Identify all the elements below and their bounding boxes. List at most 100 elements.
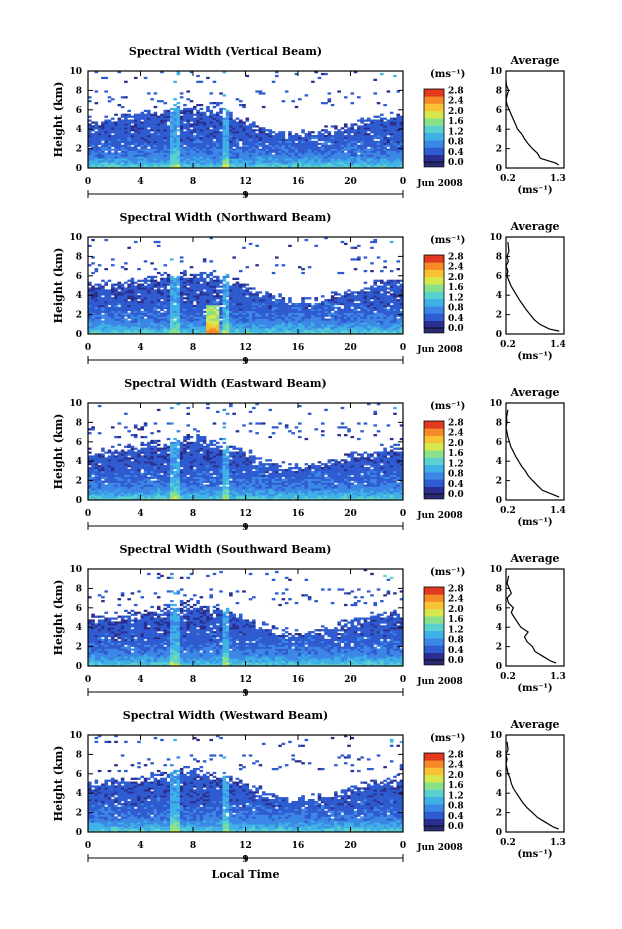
heatmap-cell xyxy=(363,281,368,284)
heatmap-cell xyxy=(133,304,138,308)
heatmap-cell xyxy=(225,308,230,312)
heatmap-cell xyxy=(311,310,315,313)
heatmap-cell xyxy=(275,142,279,146)
heatmap-cell xyxy=(386,302,391,306)
heatmap-cell xyxy=(347,146,351,149)
heatmap-cell xyxy=(265,297,269,300)
heatmap-cell xyxy=(271,136,276,140)
heatmap-cell xyxy=(120,301,125,304)
heatmap-cell xyxy=(166,310,171,313)
heatmap-cell xyxy=(261,304,266,308)
heatmap-cell xyxy=(380,301,384,304)
heatmap-cell xyxy=(88,328,92,331)
heatmap-cell xyxy=(314,156,318,159)
heatmap-cell xyxy=(183,326,187,329)
heatmap-cell xyxy=(376,115,381,118)
heatmap-cell xyxy=(140,314,145,317)
heatmap-cell xyxy=(225,322,230,325)
heatmap-cell xyxy=(166,138,171,142)
heatmap-cell xyxy=(380,146,384,149)
heatmap-cell xyxy=(130,283,135,286)
heatmap-cell xyxy=(183,115,187,118)
heatmap-cell xyxy=(110,293,115,296)
heatmap-cell xyxy=(193,289,197,292)
heatmap-cell xyxy=(127,142,131,146)
heatmap-cell xyxy=(370,164,374,167)
heatmap-cell xyxy=(88,432,92,435)
heatmap-cell xyxy=(235,302,240,306)
heatmap-cell xyxy=(281,131,286,134)
heatmap-cell xyxy=(343,330,348,333)
heatmap-cell xyxy=(265,322,269,325)
heatmap-cell xyxy=(314,152,318,155)
heatmap-cell xyxy=(156,324,161,327)
heatmap-cell xyxy=(166,273,171,277)
heatmap-cell xyxy=(222,164,227,167)
heatmap-cell xyxy=(94,133,99,136)
heatmap-cell xyxy=(219,320,223,323)
heatmap-cell xyxy=(389,138,394,142)
heatmap-cell xyxy=(140,131,145,134)
heatmap-cell xyxy=(219,308,223,312)
heatmap-cell xyxy=(215,285,220,288)
heatmap-cell xyxy=(357,158,361,161)
heatmap-cell xyxy=(242,131,246,134)
heatmap-cell xyxy=(212,314,217,317)
heatmap-cell xyxy=(242,121,246,124)
heatmap-cell xyxy=(173,283,177,286)
heatmap-cell xyxy=(88,476,92,479)
heatmap-cell xyxy=(88,154,92,157)
heatmap-cell xyxy=(199,136,204,140)
heatmap-cell xyxy=(373,301,378,304)
heatmap-cell xyxy=(206,138,210,142)
heatmap-cell xyxy=(291,318,296,321)
heatmap-cell xyxy=(278,314,282,317)
heatmap-cell xyxy=(393,136,397,140)
heatmap-cell xyxy=(291,310,296,313)
heatmap-cell xyxy=(350,148,355,151)
heatmap-cell xyxy=(386,119,391,122)
heatmap-cell xyxy=(186,162,191,165)
heatmap-cell xyxy=(261,131,266,134)
heatmap-cell xyxy=(143,162,148,165)
heatmap-cell xyxy=(373,125,378,128)
heatmap-cell xyxy=(393,287,397,290)
heatmap-cell xyxy=(97,297,102,300)
heatmap-cell xyxy=(88,480,92,483)
heatmap-cell xyxy=(163,133,168,136)
heatmap-cell xyxy=(147,154,151,157)
heatmap-cell xyxy=(202,291,207,294)
heatmap-cell xyxy=(343,328,348,331)
heatmap-cell xyxy=(186,136,191,140)
heatmap-cell xyxy=(399,119,404,122)
heatmap-cell xyxy=(196,103,200,107)
heatmap-cell xyxy=(307,156,312,159)
heatmap-cell xyxy=(281,100,286,103)
heatmap-cell xyxy=(376,150,381,153)
heatmap-cell xyxy=(357,154,361,157)
heatmap-cell xyxy=(101,297,105,300)
heatmap-cell xyxy=(242,283,246,286)
heatmap-cell xyxy=(271,330,276,333)
heatmap-cell xyxy=(179,142,184,146)
heatmap-cell xyxy=(215,318,220,321)
heatmap-cell xyxy=(258,142,263,146)
heatmap-cell xyxy=(343,142,348,146)
heatmap-cell xyxy=(225,162,230,165)
heatmap-cell xyxy=(343,138,348,142)
heatmap-cell xyxy=(330,154,335,157)
heatmap-cell xyxy=(396,154,401,157)
heatmap-cell xyxy=(235,277,240,280)
heatmap-cell xyxy=(166,291,171,294)
heatmap-cell xyxy=(206,140,210,144)
heatmap-cell xyxy=(373,78,378,81)
heatmap-cell xyxy=(229,312,233,315)
heatmap-cell xyxy=(97,301,102,304)
heatmap-cell xyxy=(176,102,181,105)
heatmap-cell xyxy=(363,164,368,167)
heatmap-cell xyxy=(88,136,92,140)
heatmap-cell xyxy=(363,138,368,142)
heatmap-cell xyxy=(248,160,253,163)
heatmap-cell xyxy=(225,140,230,144)
heatmap-cell xyxy=(140,285,145,288)
